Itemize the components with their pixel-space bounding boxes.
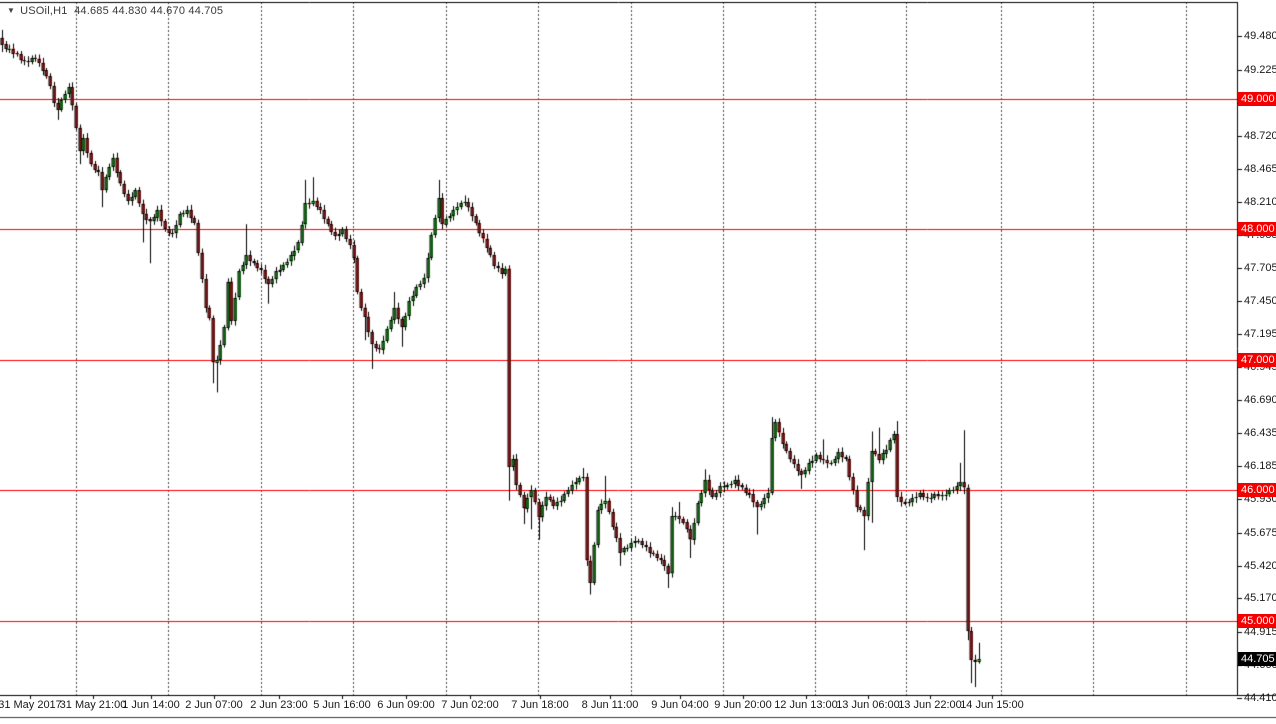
price-tick-label: 44.410 xyxy=(1244,691,1276,704)
time-axis-label: 8 Jun 11:00 xyxy=(581,699,639,711)
price-tick-label: 44.915 xyxy=(1244,625,1276,638)
time-axis-label: 9 Jun 20:00 xyxy=(714,699,772,711)
price-level-badge: 49.000 xyxy=(1238,92,1276,106)
chart-ohlc-values: 44.685 44.830 44.670 44.705 xyxy=(74,5,224,17)
time-axis-label: 12 Jun 13:00 xyxy=(774,699,838,711)
price-tick-label: 47.195 xyxy=(1244,328,1276,341)
time-axis-label: 14 Jun 15:00 xyxy=(960,699,1024,711)
price-tick-label: 49.225 xyxy=(1244,63,1276,76)
price-tick-label: 45.420 xyxy=(1244,559,1276,572)
price-tick-label: 46.435 xyxy=(1244,427,1276,440)
price-tick-label: 48.720 xyxy=(1244,129,1276,142)
time-axis-label: 2 Jun 07:00 xyxy=(185,699,243,711)
price-tick-label: 48.465 xyxy=(1244,162,1276,175)
time-axis-label: 31 May 2017 xyxy=(0,699,62,711)
price-level-badge: 46.000 xyxy=(1238,483,1276,498)
time-axis-label: 7 Jun 18:00 xyxy=(511,699,569,711)
price-tick-label: 46.690 xyxy=(1244,394,1276,407)
price-tick-label: 48.210 xyxy=(1244,196,1276,209)
time-axis-label: 31 May 21:00 xyxy=(59,699,127,711)
price-tick-label: 45.675 xyxy=(1244,526,1276,539)
chart-title: ▼ USOil,H1 44.685 44.830 44.670 44.705 xyxy=(7,5,223,17)
price-level-badge: 47.000 xyxy=(1238,352,1276,367)
time-axis-label: 7 Jun 02:00 xyxy=(441,699,499,711)
price-tick-label: 47.705 xyxy=(1244,261,1276,274)
price-tick-label: 47.450 xyxy=(1244,295,1276,308)
current-price-badge: 44.705 xyxy=(1238,652,1276,667)
time-axis-label: 13 Jun 06:00 xyxy=(836,699,900,711)
time-axis-label: 6 Jun 09:00 xyxy=(377,699,435,711)
time-axis-label: 2 Jun 23:00 xyxy=(250,699,308,711)
price-tick-label: 46.185 xyxy=(1244,460,1276,473)
time-axis-label: 1 Jun 14:00 xyxy=(122,699,180,711)
time-axis-label: 5 Jun 16:00 xyxy=(313,699,371,711)
price-level-badge: 48.000 xyxy=(1238,222,1276,237)
time-axis-label: 9 Jun 04:00 xyxy=(651,699,709,711)
price-tick-label: 45.170 xyxy=(1244,592,1276,605)
price-level-badge: 45.000 xyxy=(1238,613,1276,628)
price-tick-label: 49.480 xyxy=(1244,30,1276,43)
chart-symbol-label: USOil,H1 xyxy=(20,5,68,17)
time-axis-label: 13 Jun 22:00 xyxy=(898,699,962,711)
symbol-dropdown-icon: ▼ xyxy=(7,6,16,15)
